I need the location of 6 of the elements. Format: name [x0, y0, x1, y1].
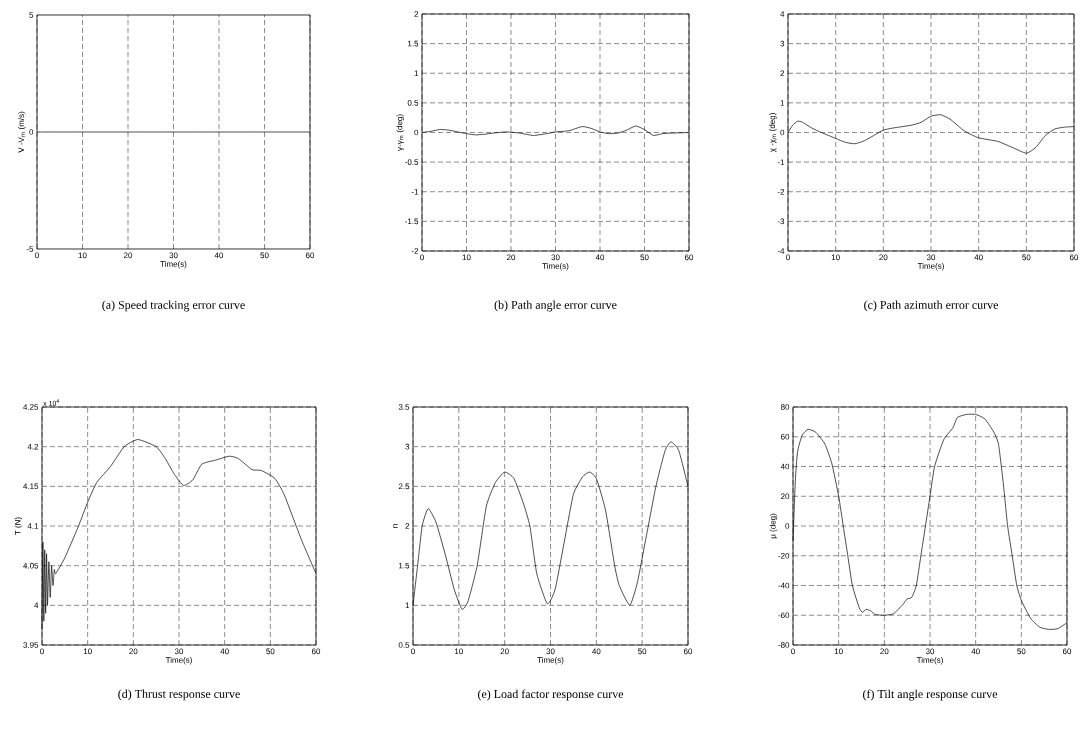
text: (f) Tilt angle response curve: [863, 689, 998, 701]
text: (a) Speed tracking error curve: [102, 300, 245, 312]
text: (b) Path angle error curve: [494, 300, 617, 312]
text: (e) Load factor response curve: [478, 689, 624, 701]
text: (c) Path azimuth error curve: [864, 300, 998, 312]
text: (d) Thrust response curve: [118, 689, 240, 701]
